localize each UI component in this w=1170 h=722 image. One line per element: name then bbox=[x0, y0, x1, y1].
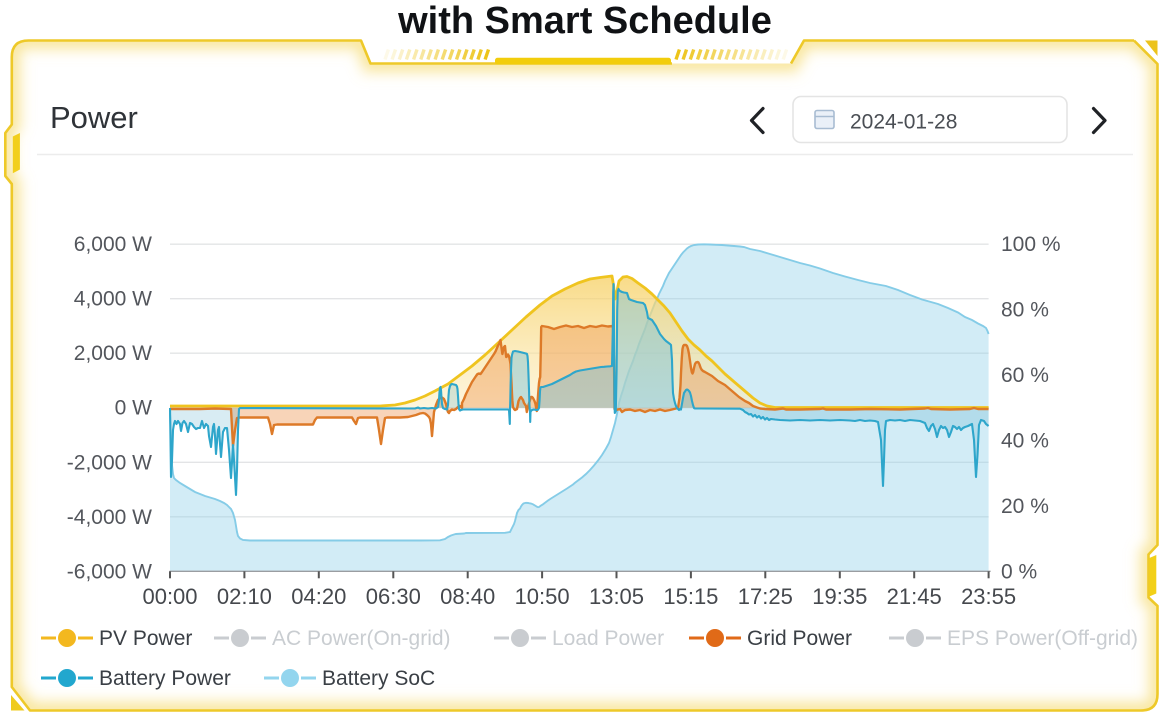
svg-text:17:25: 17:25 bbox=[738, 584, 793, 609]
svg-text:08:40: 08:40 bbox=[440, 584, 495, 609]
svg-text:Grid Power: Grid Power bbox=[747, 627, 852, 650]
svg-text:-4,000 W: -4,000 W bbox=[67, 506, 152, 529]
svg-text:15:15: 15:15 bbox=[663, 584, 718, 609]
svg-text:-2,000 W: -2,000 W bbox=[67, 451, 152, 474]
svg-text:4,000 W: 4,000 W bbox=[74, 288, 152, 311]
svg-text:Battery SoC: Battery SoC bbox=[322, 667, 435, 690]
svg-text:EPS Power(Off-grid): EPS Power(Off-grid) bbox=[947, 627, 1138, 650]
svg-text:80 %: 80 % bbox=[1001, 299, 1049, 322]
svg-text:10:50: 10:50 bbox=[515, 584, 570, 609]
svg-text:Load Power: Load Power bbox=[552, 627, 664, 650]
svg-text:13:05: 13:05 bbox=[589, 584, 644, 609]
svg-text:60 %: 60 % bbox=[1001, 364, 1049, 387]
svg-text:AC Power(On-grid): AC Power(On-grid) bbox=[272, 627, 451, 650]
svg-text:Power: Power bbox=[50, 100, 138, 135]
svg-text:6,000 W: 6,000 W bbox=[74, 233, 152, 256]
svg-text:0 %: 0 % bbox=[1001, 560, 1037, 583]
svg-text:04:20: 04:20 bbox=[291, 584, 346, 609]
svg-text:0 W: 0 W bbox=[115, 397, 153, 420]
svg-text:00:00: 00:00 bbox=[142, 584, 197, 609]
svg-text:06:30: 06:30 bbox=[366, 584, 421, 609]
svg-text:Battery Power: Battery Power bbox=[99, 667, 231, 690]
svg-text:PV Power: PV Power bbox=[99, 627, 192, 650]
svg-text:20 %: 20 % bbox=[1001, 495, 1049, 518]
svg-text:02:10: 02:10 bbox=[217, 584, 272, 609]
svg-text:2,000 W: 2,000 W bbox=[74, 342, 152, 365]
svg-text:40 %: 40 % bbox=[1001, 430, 1049, 453]
svg-text:-6,000 W: -6,000 W bbox=[67, 560, 152, 583]
svg-text:21:45: 21:45 bbox=[887, 584, 942, 609]
svg-text:2024-01-28: 2024-01-28 bbox=[850, 111, 957, 134]
svg-text:23:55: 23:55 bbox=[961, 584, 1016, 609]
svg-text:100 %: 100 % bbox=[1001, 233, 1061, 256]
svg-text:19:35: 19:35 bbox=[812, 584, 867, 609]
